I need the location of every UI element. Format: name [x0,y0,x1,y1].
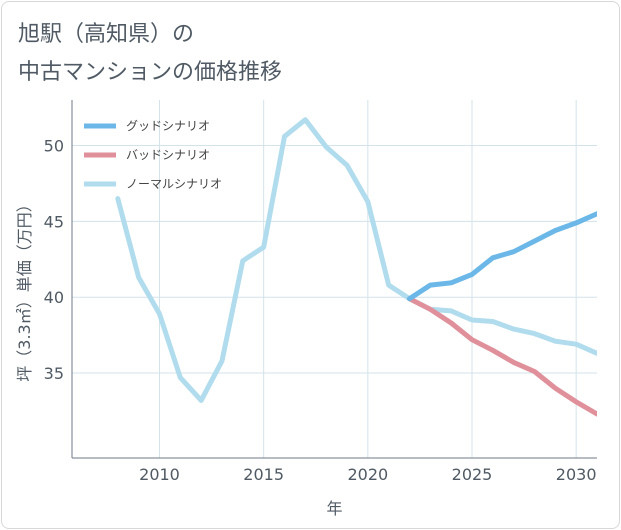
x-tick-label: 2010 [139,465,180,484]
x-tick-label: 2020 [347,465,388,484]
y-tick-label: 35 [44,364,64,383]
legend-label-1: バッドシナリオ [126,148,210,162]
series-line-0 [407,211,597,302]
y-tick-label: 40 [44,288,64,307]
y-tick-label: 45 [44,212,64,231]
y-axis-label: 坪（3.3㎡）単価（万円） [15,196,34,381]
legend-label-0: グッドシナリオ [126,119,210,133]
legend-label-2: ノーマルシナリオ [126,177,222,191]
x-axis-label: 年 [326,499,342,518]
y-tick-label: 50 [44,137,64,156]
series-line-2 [115,117,597,403]
series-line-1 [407,296,597,417]
chart-title-line-2: 中古マンションの価格推移 [18,60,283,85]
x-tick-label: 2015 [243,465,284,484]
x-tick-label: 2030 [556,465,597,484]
x-tick-label: 2025 [452,465,493,484]
chart-title-line-1: 旭駅（高知県）の [18,22,195,47]
